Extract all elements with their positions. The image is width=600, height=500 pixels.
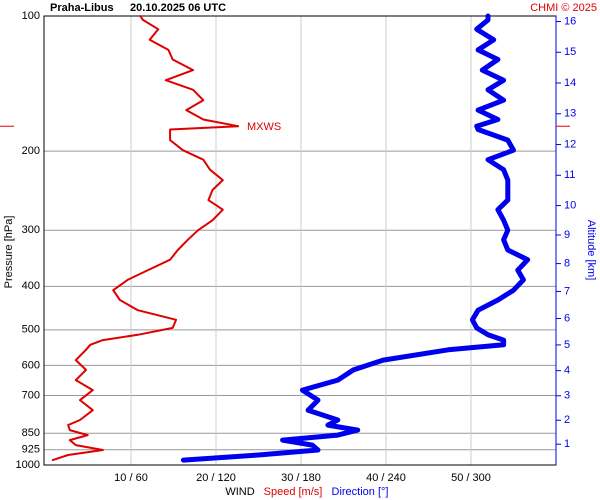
y2-tick-label: 5	[564, 339, 570, 351]
x-tick-label: 10 / 60	[114, 472, 148, 484]
y-tick-label: 100	[22, 10, 40, 22]
y-tick-label: 1000	[16, 459, 40, 471]
legend-entry: Direction [°]	[332, 486, 389, 498]
y2-tick-label: 8	[564, 258, 570, 270]
x-tick-label: 30 / 180	[281, 472, 321, 484]
y2-tick-label: 6	[564, 312, 570, 324]
chart-title: Praha-Libus	[50, 2, 114, 14]
y2-tick-label: 15	[564, 46, 576, 58]
y2-tick-label: 10	[564, 199, 576, 211]
x-tick-label: 40 / 240	[366, 472, 406, 484]
legend-entry: Speed [m/s]	[264, 486, 323, 498]
profile-line	[51, 15, 240, 462]
y2-tick-label: 9	[564, 229, 570, 241]
y-tick-label: 500	[22, 324, 40, 336]
y2-tick-label: 3	[564, 390, 570, 402]
x-tick-label: 20 / 120	[196, 472, 236, 484]
y-tick-label: 200	[22, 145, 40, 157]
y-tick-label: 300	[22, 224, 40, 236]
y-axis-label: Pressure [hPa]	[3, 216, 15, 289]
profile-line	[180, 13, 531, 463]
y2-axis-label: Altitude [km]	[585, 220, 597, 281]
y-tick-label: 400	[22, 280, 40, 292]
x-axis-label: WIND	[225, 486, 254, 498]
y-tick-label: 850	[22, 427, 40, 439]
y2-tick-label: 11	[564, 169, 575, 181]
chart-subtitle: 20.10.2025 06 UTC	[130, 2, 226, 14]
y2-tick-label: 13	[564, 108, 576, 120]
y-tick-label: 600	[22, 359, 40, 371]
y2-tick-label: 4	[564, 365, 570, 377]
x-tick-label: 50 / 300	[451, 472, 491, 484]
y2-tick-label: 2	[564, 414, 570, 426]
y2-tick-label: 16	[564, 15, 576, 27]
y2-tick-label: 14	[564, 77, 576, 89]
y-tick-label: 925	[22, 444, 40, 456]
y2-tick-label: 1	[564, 438, 570, 450]
mxws-label: MXWS	[247, 121, 281, 133]
y2-tick-label: 12	[564, 138, 576, 150]
y2-tick-label: 7	[564, 285, 570, 297]
y-tick-label: 700	[22, 389, 40, 401]
credit: CHMI © 2025	[530, 2, 597, 14]
